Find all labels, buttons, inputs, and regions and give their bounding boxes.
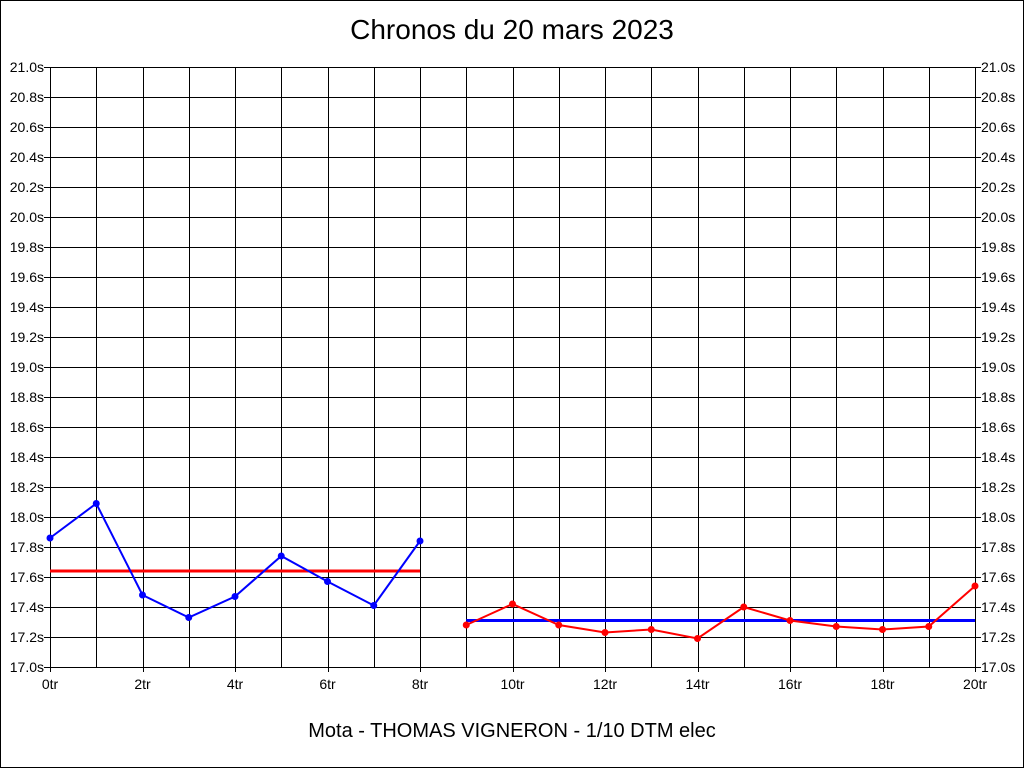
y-tick-label-right: 17.4s [981, 599, 1015, 615]
y-tick-label-right: 18.0s [981, 509, 1015, 525]
y-tick-label-left: 18.6s [10, 419, 44, 435]
data-point [971, 582, 979, 590]
data-point [740, 603, 748, 611]
data-point [277, 552, 285, 560]
data-point [786, 617, 794, 624]
x-tick-label: 6tr [319, 676, 336, 692]
y-tick-label-left: 17.4s [10, 599, 44, 615]
y-tick-label-right: 19.2s [981, 329, 1015, 345]
data-point [46, 534, 54, 542]
data-point [370, 602, 378, 609]
grid [44, 67, 981, 672]
y-tick-label-right: 17.6s [981, 569, 1015, 585]
y-tick-label-left: 20.0s [10, 209, 44, 225]
data-point [92, 500, 100, 507]
data-point [416, 537, 424, 545]
y-tick-label-right: 19.8s [981, 239, 1015, 255]
data-point [231, 593, 239, 600]
y-tick-label-right: 19.4s [981, 299, 1015, 315]
y-tick-label-left: 19.2s [10, 329, 44, 345]
y-tick-label-left: 19.4s [10, 299, 44, 315]
x-axis-labels: 0tr 2tr 4tr 6tr 8tr 10tr 12tr 14tr 16tr 18tr 20tr [42, 676, 988, 692]
y-tick-label-right: 18.8s [981, 389, 1015, 405]
y-tick-label-right: 17.8s [981, 539, 1015, 555]
y-tick-label-left: 20.2s [10, 179, 44, 195]
y-tick-label-left: 17.6s [10, 569, 44, 585]
data-point [462, 621, 470, 629]
y-tick-label-right: 18.6s [981, 419, 1015, 435]
data-point [601, 629, 609, 636]
y-tick-label-left: 19.0s [10, 359, 44, 375]
y-tick-label-right: 20.4s [981, 149, 1015, 165]
x-tick-label: 20tr [963, 676, 987, 692]
x-tick-label: 10tr [500, 676, 524, 692]
y-tick-label-right: 20.0s [981, 209, 1015, 225]
y-tick-label-left: 17.8s [10, 539, 44, 555]
data-point [139, 591, 146, 599]
y-tick-label-left: 17.0s [10, 659, 44, 675]
data-point [694, 635, 701, 642]
series-line [465, 585, 976, 640]
y-tick-label-right: 19.0s [981, 359, 1015, 375]
y-tick-label-left: 17.2s [10, 629, 44, 645]
chart-subtitle: Mota - THOMAS VIGNERON - 1/10 DTM elec [308, 720, 716, 742]
y-tick-label-right: 17.2s [981, 629, 1015, 645]
y-tick-label-right: 17.0s [981, 659, 1015, 675]
chart-title: Chronos du 20 mars 2023 [350, 14, 674, 45]
y-tick-label-right: 19.6s [981, 269, 1015, 285]
y-tick-label-right: 18.2s [981, 479, 1015, 495]
x-tick-label: 0tr [42, 676, 59, 692]
data-point [324, 578, 331, 585]
y-tick-label-right: 20.8s [981, 89, 1015, 105]
y-tick-label-right: 20.2s [981, 179, 1015, 195]
series-group [46, 500, 979, 642]
y-tick-label-left: 19.8s [10, 239, 44, 255]
x-tick-label: 16tr [778, 676, 802, 692]
x-tick-label: 18tr [870, 676, 894, 692]
y-tick-label-left: 20.6s [10, 119, 44, 135]
data-point [832, 623, 840, 630]
data-point [879, 626, 886, 633]
data-point [555, 621, 563, 629]
y-tick-label-left: 18.8s [10, 389, 44, 405]
x-tick-label: 2tr [134, 676, 151, 692]
y-tick-label-left: 20.8s [10, 89, 44, 105]
y-tick-label-left: 18.0s [10, 509, 44, 525]
x-tick-label: 12tr [593, 676, 617, 692]
y-tick-label-left: 18.2s [10, 479, 44, 495]
x-tick-label: 14tr [685, 676, 709, 692]
y-tick-label-right: 18.4s [981, 449, 1015, 465]
data-point [647, 626, 655, 633]
data-point [185, 614, 193, 621]
y-tick-label-left: 18.4s [10, 449, 44, 465]
x-tick-label: 4tr [227, 676, 244, 692]
y-axis-labels: 17.0s 17.0s 17.2s 17.2s 17.4s 17.4s 17.6s 17.6s… [10, 59, 1016, 675]
data-point [925, 623, 933, 630]
y-tick-label-left: 21.0s [10, 59, 44, 75]
data-point [509, 600, 516, 608]
y-tick-label-right: 20.6s [981, 119, 1015, 135]
x-tick-label: 8tr [412, 676, 429, 692]
y-tick-label-right: 21.0s [981, 59, 1015, 75]
y-tick-label-left: 20.4s [10, 149, 44, 165]
y-tick-label-left: 19.6s [10, 269, 44, 285]
